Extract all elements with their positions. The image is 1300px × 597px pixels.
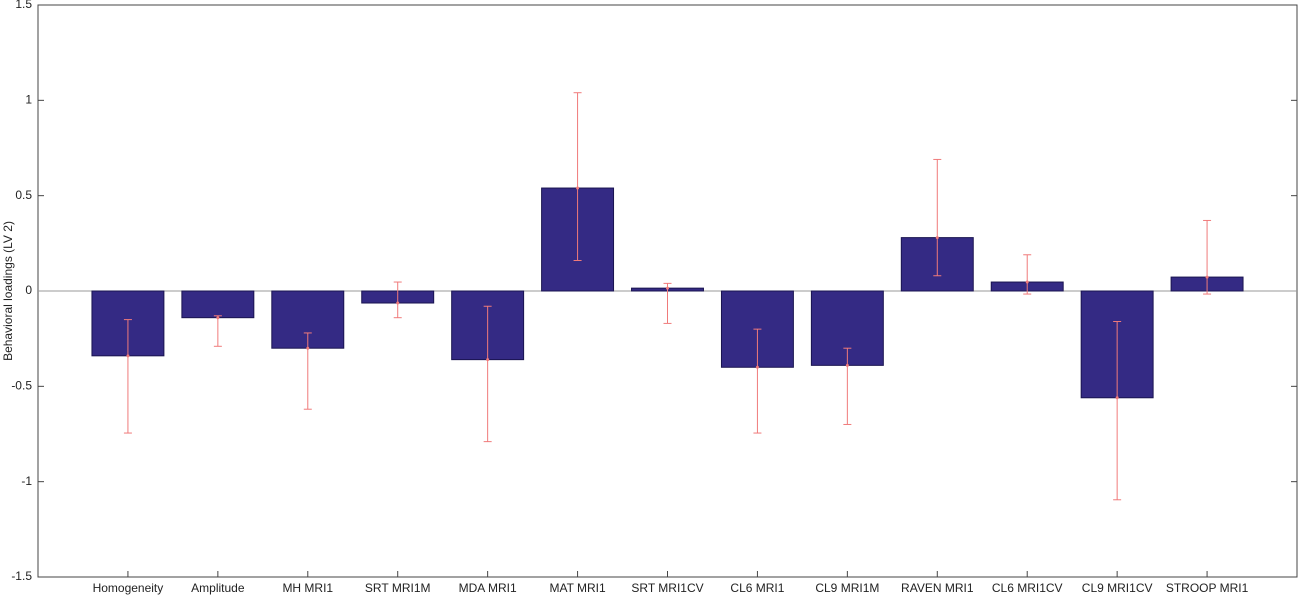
error-center <box>576 186 580 190</box>
x-tick-label: CL9 MRI1CV <box>1082 581 1153 595</box>
error-center <box>396 301 400 305</box>
x-tick-label: MAT MRI1 <box>549 581 606 595</box>
x-tick-label: CL6 MRI1CV <box>992 581 1063 595</box>
x-tick-label: SRT MRI1CV <box>631 581 703 595</box>
error-center <box>755 365 759 369</box>
bar <box>181 290 255 319</box>
x-tick-label: CL6 MRI1 <box>730 581 784 595</box>
y-tick-label: 1 <box>25 93 32 107</box>
x-tick-label: CL9 MRI1M <box>815 581 879 595</box>
error-center <box>666 286 669 290</box>
error-center <box>306 346 310 350</box>
x-tick-label: SRT MRI1M <box>365 581 431 595</box>
error-center <box>126 354 130 358</box>
y-axis-label: Behavioral loadings (LV 2) <box>1 221 15 361</box>
y-tick-label: 0.5 <box>15 188 32 202</box>
error-center <box>935 236 939 240</box>
error-center <box>216 316 220 320</box>
y-tick-label: -1.5 <box>11 569 32 583</box>
error-center <box>1205 275 1209 279</box>
x-tick-label: Homogeneity <box>93 581 164 595</box>
error-center <box>1115 396 1119 400</box>
y-tick-label: 1.5 <box>15 0 32 11</box>
x-tick-label: STROOP MRI1 <box>1166 581 1249 595</box>
x-tick-label: MDA MRI1 <box>459 581 517 595</box>
x-tick-label: RAVEN MRI1 <box>901 581 974 595</box>
x-tick-label: Amplitude <box>191 581 245 595</box>
y-tick-label: 0 <box>25 283 32 297</box>
error-center <box>486 358 490 362</box>
y-tick-label: -0.5 <box>11 379 32 393</box>
x-tick-label: MH MRI1 <box>282 581 333 595</box>
y-tick-label: -1 <box>21 474 32 488</box>
error-center <box>845 363 849 367</box>
error-center <box>1025 280 1029 284</box>
